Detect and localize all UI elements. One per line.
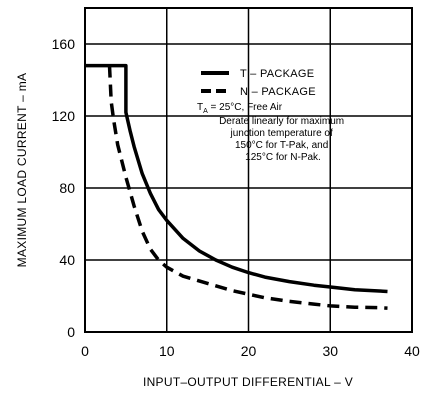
y-tick-label: 160 — [52, 36, 76, 52]
series-lines — [85, 63, 388, 310]
y-axis-label: MAXIMUM LOAD CURRENT – mA — [15, 73, 29, 268]
legend: T – PACKAGE N – PACKAGE — [201, 68, 316, 98]
y-tick-label: 80 — [59, 180, 75, 196]
x-tick-label: 0 — [81, 343, 89, 359]
x-tick-label: 10 — [159, 343, 175, 359]
derate-line-2: junction temperature of — [229, 128, 333, 139]
legend-label-n-package: N – PACKAGE — [240, 86, 316, 98]
y-tick-label: 40 — [59, 252, 75, 268]
condition-subscript: A — [203, 108, 208, 115]
legend-label-t-package: T – PACKAGE — [240, 68, 314, 80]
series-line-t-package — [85, 63, 388, 294]
x-axis-label: INPUT–OUTPUT DIFFERENTIAL – V — [143, 375, 353, 389]
x-tick-label: 30 — [322, 343, 338, 359]
tick-labels: 0 10 20 30 40 0 40 80 120 160 — [52, 36, 420, 359]
y-tick-label: 0 — [67, 324, 75, 340]
grid-lines — [85, 8, 412, 332]
series-line-n-package — [107, 65, 388, 310]
derate-note: Derate linearly for maximum junction tem… — [219, 116, 347, 163]
x-tick-label: 20 — [241, 343, 257, 359]
condition-t: T — [197, 102, 203, 113]
derate-line-3: 150°C for T-Pak, and — [235, 140, 328, 151]
y-tick-label: 120 — [52, 108, 76, 124]
plot-frame — [84, 7, 413, 333]
derate-line-4: 125°C for N-Pak. — [245, 152, 321, 163]
condition-rest: = 25°C, Free Air — [208, 102, 283, 113]
ambient-condition-note: TA = 25°C, Free Air — [197, 102, 283, 115]
derate-line-1: Derate linearly for maximum — [219, 116, 344, 127]
x-tick-label: 40 — [404, 343, 420, 359]
